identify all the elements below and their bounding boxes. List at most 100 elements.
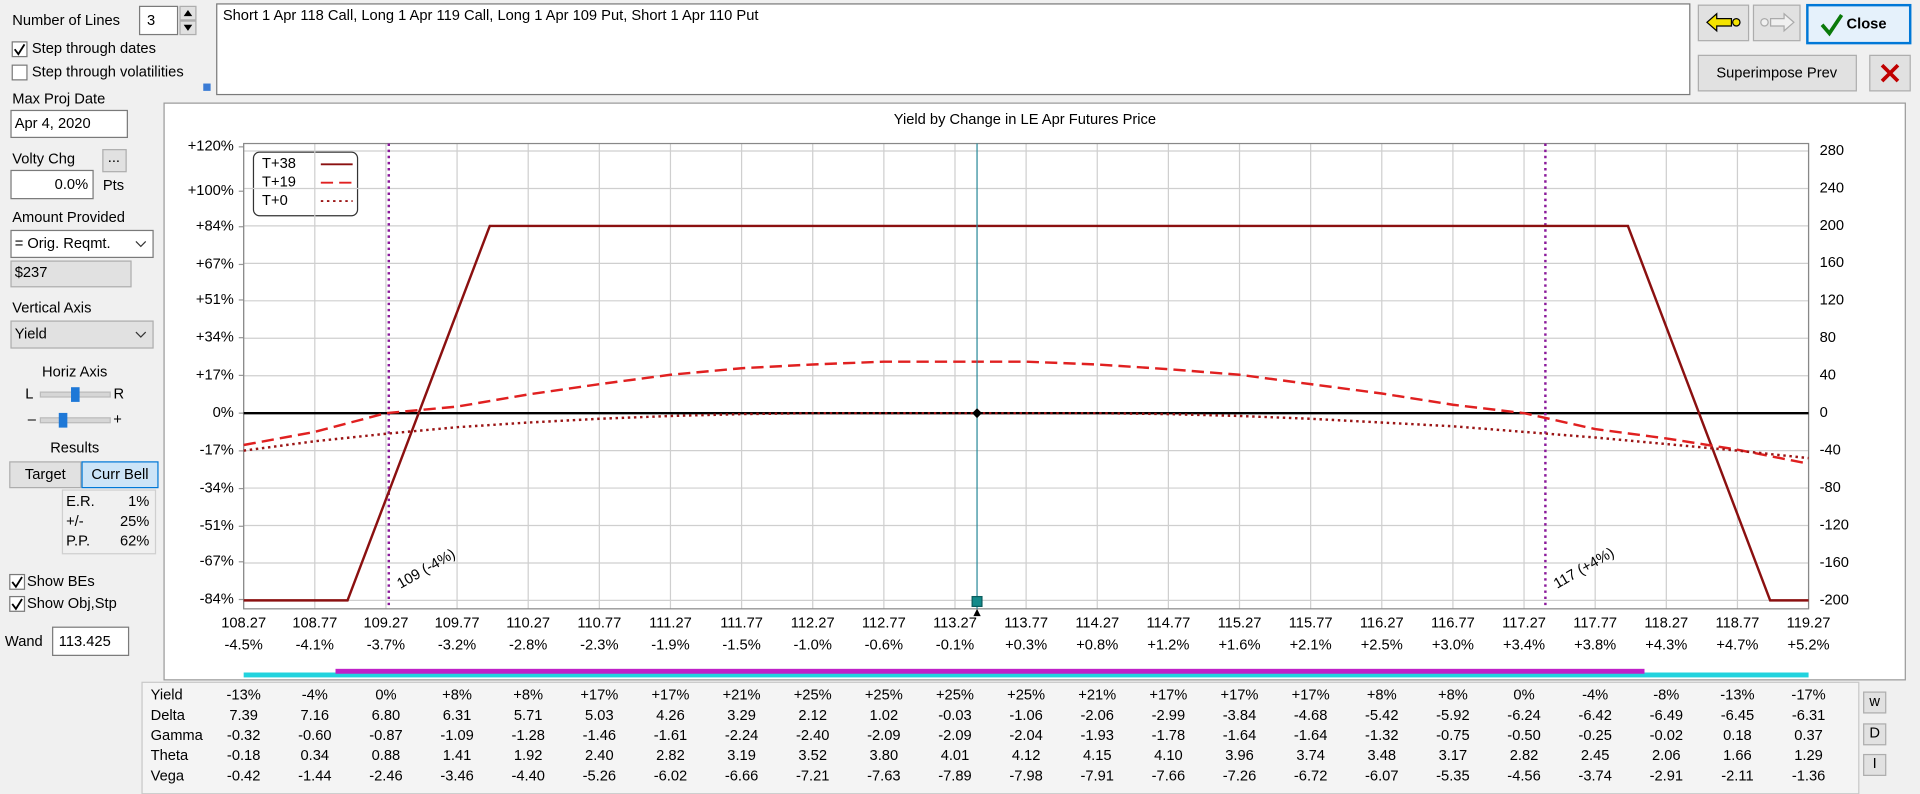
y2-tick-label: -40 [1820,442,1841,458]
label: Amount Provided [12,210,125,226]
y-tick-label: +67% [196,256,234,272]
cell: -7.66 [1152,768,1185,784]
cell: -8% [1653,688,1679,704]
x-change-label: +2.5% [1361,637,1403,653]
cell: -1.06 [1009,708,1042,724]
x-tick-label: 108.27 [221,615,266,631]
cell: -6.42 [1578,708,1611,724]
cell: -2.24 [725,728,758,744]
legend-label: T+19 [262,175,296,191]
label: Results [50,440,99,456]
cell: 4.26 [656,708,685,724]
x-change-label: -4.5% [224,637,262,653]
x-change-label: +1.2% [1147,637,1189,653]
y-tick-label: +120% [188,139,234,155]
label: R [113,386,124,402]
volty-input[interactable] [10,169,94,200]
result-value: 25% [120,514,149,530]
y-tick-label: -51% [200,518,234,534]
volty-button[interactable] [102,149,127,173]
cell: -6.45 [1721,708,1754,724]
input-value: 3 [147,13,155,29]
checkbox[interactable] [9,573,26,590]
checkbox[interactable] [11,64,28,81]
x-change-label: -1.9% [651,637,689,653]
superimpose-button[interactable] [1697,54,1857,92]
cell: 4.15 [1083,748,1112,764]
cell: 1.92 [514,748,543,764]
x-tick-label: 113.77 [1004,615,1048,631]
lines-input[interactable] [138,5,179,36]
dropdown-value: Yield [15,326,47,342]
cell: -0.02 [1650,728,1683,744]
dropdown-arrow [135,241,147,248]
x-change-label: +4.7% [1716,637,1758,653]
cell: -7.21 [796,768,829,784]
label: Wand [5,634,43,650]
y2-tick-label: -200 [1820,592,1849,608]
label: Pts [103,178,124,194]
label: Number of Lines [12,13,120,29]
amount-dropdown[interactable] [10,229,154,259]
button-label: ... [108,150,120,166]
y2-tick-label: 40 [1820,368,1836,384]
x-tick-label: 113.27 [933,615,977,631]
cell: 7.16 [301,708,330,724]
wand-pointer [973,608,981,617]
checkbox[interactable] [9,595,26,612]
side-button-label: I [1873,756,1877,772]
wand-input[interactable] [52,626,130,656]
x-change-label: -0.6% [865,637,903,653]
chart-title: Yield by Change in LE Apr Futures Price [894,112,1156,128]
cell: -0.50 [1507,728,1540,744]
close-button[interactable] [1806,3,1912,45]
x-tick-label: 110.27 [506,615,550,631]
x-tick-label: 116.77 [1431,615,1475,631]
y-tick-label: -17% [200,443,234,459]
slider-thumb[interactable] [58,412,68,428]
axis-dropdown[interactable] [10,320,154,349]
row-label: Delta [151,708,186,724]
check-mark [11,598,23,611]
target-button[interactable] [9,461,82,489]
label: Horiz Axis [42,364,107,380]
wand-marker [971,595,983,607]
checkbox[interactable] [11,41,28,58]
dropdown-value: = Orig. Reqmt. [15,236,111,252]
date-input[interactable] [10,109,128,139]
x-change-label: +3.8% [1574,637,1616,653]
plot-frame [243,142,1810,610]
cell: +8% [1367,688,1397,704]
x-tick-label: 117.27 [1502,615,1546,631]
y2-tick-label: 120 [1820,293,1845,309]
curr-bell-button[interactable] [81,461,159,489]
cell: +21% [1078,688,1116,704]
x-tick-label: 117.77 [1573,615,1617,631]
button-label: Curr Bell [91,467,148,483]
cell: -13% [1720,688,1754,704]
center-point [972,408,982,419]
label: L [25,386,33,402]
side-button[interactable] [1863,691,1887,714]
checkbox-label: Show BEs [27,574,95,590]
cell: -5.35 [1436,768,1469,784]
check-icon [1820,13,1844,37]
row-label: Vega [151,768,185,784]
cell: -2.46 [369,768,402,784]
cell: 5.03 [585,708,614,724]
y-tick-label: +100% [188,183,234,199]
y-tick-label: -67% [200,554,234,570]
positions-box[interactable] [216,3,1691,96]
cell: -2.04 [1009,728,1042,744]
x-tick-label: 118.27 [1644,615,1688,631]
amount-box [10,260,132,288]
x-change-label: -1.0% [794,637,832,653]
arrow-icon [1706,12,1733,33]
slider-thumb[interactable] [71,387,80,402]
y2-tick-label: 80 [1820,330,1836,346]
cell: 3.19 [727,748,756,764]
side-button[interactable] [1863,723,1887,746]
side-button[interactable] [1863,753,1887,776]
cell: -13% [227,688,261,704]
result-label: P.P. [66,533,90,549]
